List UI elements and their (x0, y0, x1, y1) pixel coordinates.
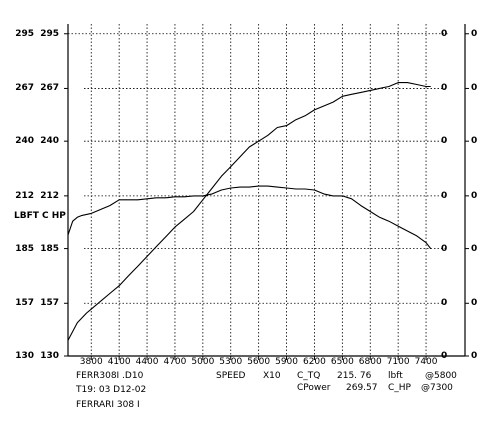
right-tick-label-a: 0 (441, 28, 448, 39)
x-tick-label: 4400 (135, 357, 159, 367)
test-id: T19: 03 D12-02 (76, 385, 147, 395)
power-value: 269.57 (346, 383, 378, 393)
x-tick-label: 7100 (386, 357, 410, 367)
x-tick-label: 7400 (414, 357, 438, 367)
torque-unit: lbft (388, 371, 403, 381)
y-tick-label-outer: 185 (15, 243, 34, 254)
power-label: CPower (297, 383, 331, 393)
y-tick-label-outer: 212 (15, 190, 34, 201)
right-tick-label-b: 0 (471, 298, 478, 309)
y-tick-label-outer: 157 (15, 298, 34, 309)
x-tick-label: 5000 (191, 357, 215, 367)
y-tick-label-inner: 157 (40, 298, 59, 309)
y-tick-label-inner: 185 (40, 243, 59, 254)
right-tick-label-b: 0 (471, 351, 478, 361)
x-tick-label: 5600 (247, 357, 271, 367)
x-tick-label: 5900 (275, 357, 298, 367)
right-tick-label-b: 0 (471, 190, 478, 201)
torque-rpm: @5800 (425, 371, 457, 381)
y-tick-label-outer: 295 (15, 28, 34, 39)
right-tick-label-a: 0 (441, 298, 448, 309)
x-tick-label: 4100 (107, 357, 131, 367)
x-tick-label: 5300 (219, 357, 243, 367)
right-tick-label-a: 0 (441, 351, 448, 361)
torque-label: C_TQ (297, 371, 321, 381)
x-tick-label: 6800 (358, 357, 382, 367)
speed-label: SPEED (216, 371, 246, 381)
right-tick-label-a: 0 (441, 190, 448, 201)
right-tick-label-b: 0 (471, 28, 478, 39)
torque-value: 215. 76 (337, 371, 372, 381)
series-line-power (67, 82, 431, 341)
file-name: FERR308I .D10 (76, 371, 144, 381)
y-tick-label-inner: 212 (40, 190, 59, 201)
series-line-torque (67, 185, 432, 249)
y-tick-label-inner: 295 (40, 28, 59, 39)
power-rpm: @7300 (421, 383, 453, 393)
right-tick-label-b: 0 (471, 243, 478, 254)
x-tick-label: 3800 (79, 357, 103, 367)
right-tick-label-b: 0 (471, 83, 478, 94)
y-tick-label-outer: 267 (15, 83, 34, 94)
x-tick-label: 6500 (330, 357, 354, 367)
x-tick-label: 4700 (163, 357, 187, 367)
y-tick-label-outer: 130 (15, 351, 34, 361)
series-group (67, 82, 432, 341)
axes (64, 24, 469, 360)
power-unit: C_HP (388, 383, 411, 393)
vehicle-name: FERRARI 308 I (76, 400, 140, 410)
y-tick-label-inner: 130 (40, 351, 59, 361)
right-tick-label-a: 0 (441, 83, 448, 94)
x-tick-label: 6200 (302, 357, 326, 367)
y-tick-label-inner: 240 (40, 136, 59, 147)
y-unit-label: LBFT C HP (14, 211, 66, 221)
grid-lines (68, 24, 448, 356)
right-tick-label-a: 0 (441, 136, 448, 147)
speed-multiplier: X10 (263, 371, 281, 381)
y-tick-label-inner: 267 (40, 83, 59, 94)
right-tick-label-a: 0 (441, 243, 448, 254)
y-tick-label-outer: 240 (15, 136, 34, 147)
right-tick-label-b: 0 (471, 136, 478, 147)
